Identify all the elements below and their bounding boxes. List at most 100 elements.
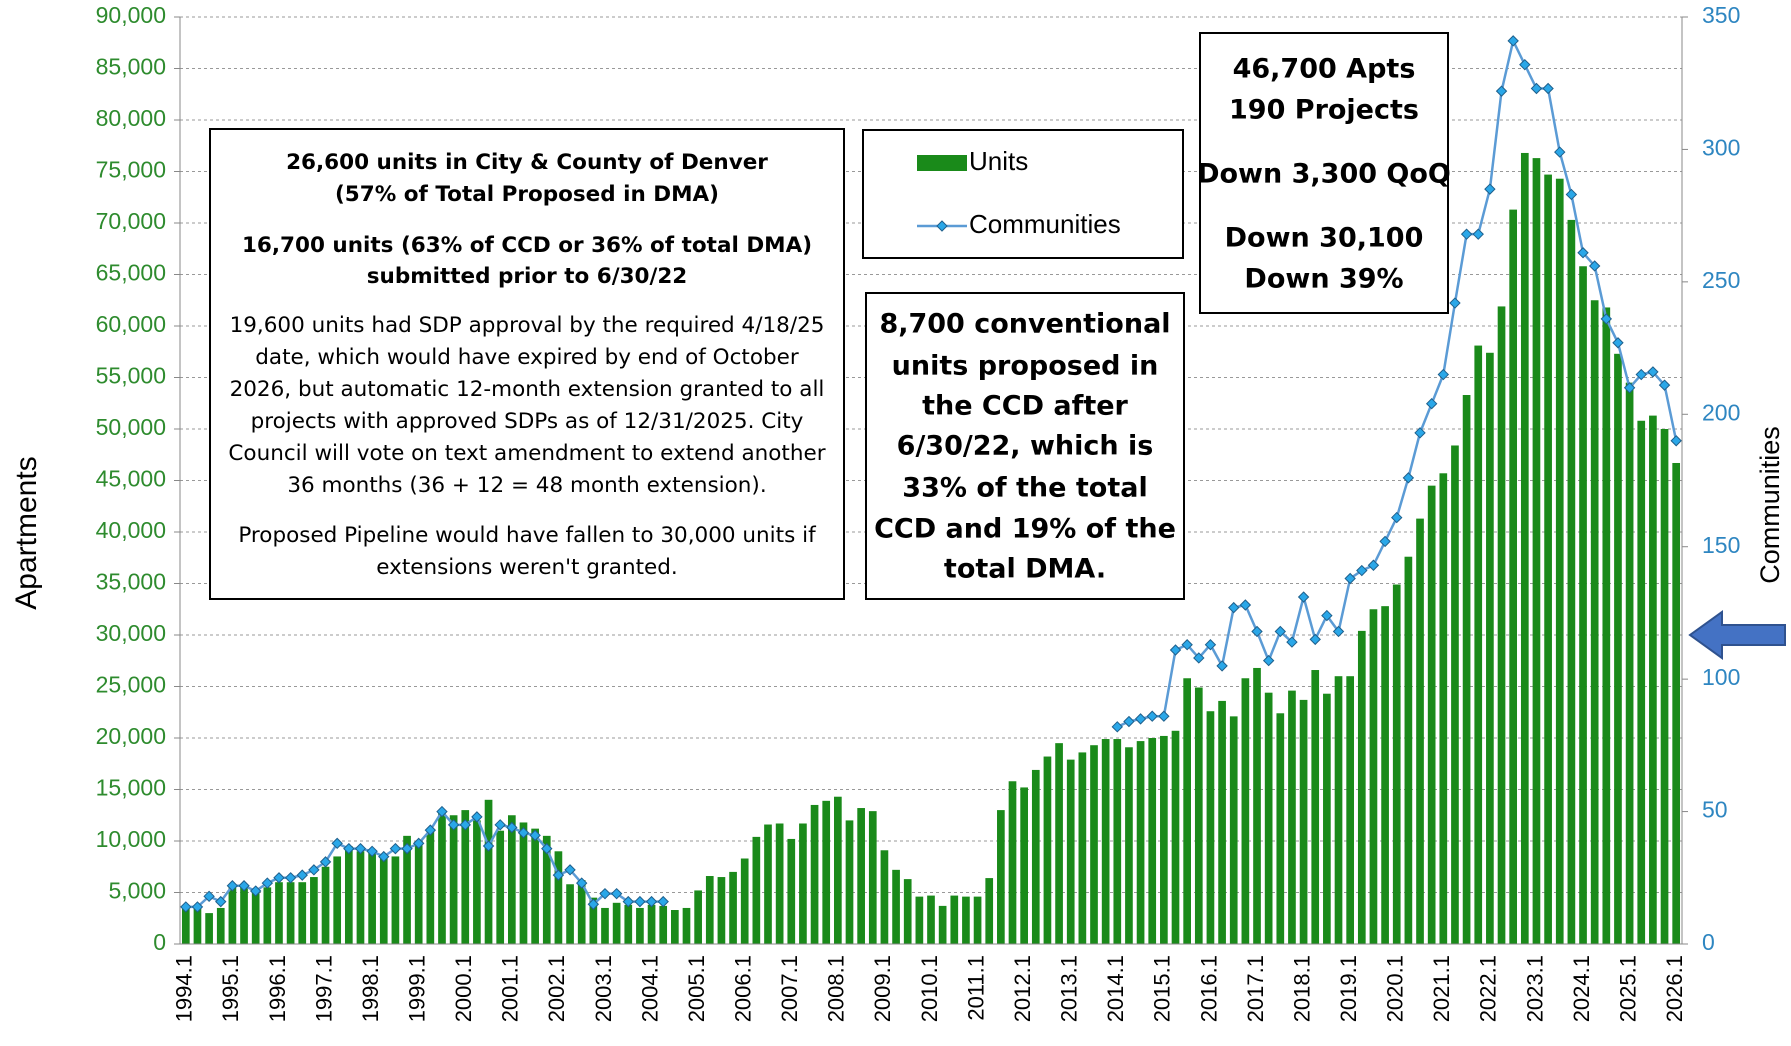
y-tick-label: 45,000 xyxy=(96,466,166,492)
bar xyxy=(414,841,423,944)
annotation-box xyxy=(209,128,845,600)
marker xyxy=(1286,636,1298,648)
x-tick-label: 2010.1 xyxy=(917,955,942,1022)
y-tick-label: 20,000 xyxy=(96,723,166,749)
bar xyxy=(496,830,505,944)
bar xyxy=(461,810,470,944)
y-tick-label: 40,000 xyxy=(96,517,166,543)
marker xyxy=(1460,228,1473,240)
x-tick-label: 2019.1 xyxy=(1336,955,1361,1022)
bar xyxy=(1637,420,1646,944)
bar xyxy=(403,835,411,944)
bar xyxy=(228,887,237,944)
marker xyxy=(1623,382,1636,394)
bar xyxy=(1451,445,1459,944)
bar xyxy=(915,896,924,944)
bar xyxy=(1160,735,1168,944)
annotation-text: 46,700 Apts xyxy=(1233,54,1416,85)
bar xyxy=(275,882,283,944)
annotation-text: 33% of the total xyxy=(902,473,1147,504)
marker xyxy=(308,864,320,876)
marker xyxy=(1577,247,1589,259)
x-tick-label: 2006.1 xyxy=(731,955,756,1022)
bar xyxy=(1590,300,1599,944)
bar xyxy=(810,804,819,944)
marker xyxy=(1367,559,1380,571)
x-tick-label: 2023.1 xyxy=(1522,955,1547,1022)
bar xyxy=(950,895,959,944)
annotation-text: 19,600 units had SDP approval by the req… xyxy=(230,313,825,338)
bar xyxy=(1497,306,1506,944)
bar xyxy=(962,896,970,944)
marker xyxy=(238,880,250,892)
bar xyxy=(1660,429,1669,944)
bar xyxy=(671,910,679,944)
x-tick-label: 1995.1 xyxy=(218,955,243,1022)
bar xyxy=(1299,699,1308,944)
bar xyxy=(1311,670,1320,944)
bar xyxy=(764,824,772,944)
bar xyxy=(1649,415,1657,944)
annotation-text: 26,600 units in City & County of Denver xyxy=(286,150,768,175)
marker xyxy=(1588,260,1601,272)
marker xyxy=(564,864,576,876)
marker xyxy=(1437,368,1450,381)
annotation-text: 8,700 conventional xyxy=(879,309,1170,340)
marker xyxy=(1228,601,1240,614)
bar xyxy=(1579,266,1587,944)
legend-swatch xyxy=(917,155,967,171)
x-tick-label: 2012.1 xyxy=(1010,955,1035,1022)
marker xyxy=(1600,313,1613,325)
marker xyxy=(1158,710,1170,722)
annotation-text: Council will vote on text amendment to e… xyxy=(228,441,825,466)
bar xyxy=(566,884,574,944)
x-tick-label: 2004.1 xyxy=(637,955,662,1022)
bar xyxy=(1055,743,1063,944)
marker xyxy=(645,895,658,908)
bar xyxy=(1369,609,1378,944)
marker xyxy=(575,877,588,889)
bar xyxy=(1381,606,1389,944)
marker xyxy=(482,840,495,852)
marker xyxy=(1425,397,1438,410)
bar xyxy=(799,823,807,944)
x-tick-label: 1996.1 xyxy=(265,955,290,1022)
marker xyxy=(1204,639,1217,651)
bar xyxy=(1416,518,1424,944)
bar xyxy=(286,882,295,944)
x-tick-label: 2013.1 xyxy=(1057,955,1082,1022)
marker xyxy=(1297,591,1310,603)
annotation-text: the CCD after xyxy=(922,391,1128,422)
bar xyxy=(694,890,702,944)
bar xyxy=(1066,759,1075,944)
bar xyxy=(1008,781,1017,944)
x-tick-label: 2001.1 xyxy=(498,955,523,1022)
marker xyxy=(261,877,274,889)
x-tick-label: 2025.1 xyxy=(1615,955,1640,1022)
x-tick-label: 2024.1 xyxy=(1569,955,1594,1022)
marker xyxy=(552,869,565,881)
bar xyxy=(379,856,388,944)
marker xyxy=(1344,572,1356,585)
bar xyxy=(1113,739,1122,944)
y-tick-label: 15,000 xyxy=(96,775,166,801)
bar xyxy=(426,830,435,944)
marker xyxy=(1251,625,1263,638)
bar xyxy=(822,800,831,944)
marker xyxy=(1612,337,1624,349)
bar xyxy=(1078,752,1087,944)
marker xyxy=(331,837,343,850)
bar xyxy=(1404,556,1413,944)
bar xyxy=(1101,739,1110,944)
bar xyxy=(1276,713,1285,944)
y-tick-label: 0 xyxy=(153,929,166,955)
bar xyxy=(1090,745,1098,944)
y2-tick-label: 200 xyxy=(1702,399,1740,425)
annotation-text: Down 39% xyxy=(1244,264,1403,295)
bar xyxy=(1229,716,1238,944)
x-tick-label: 2015.1 xyxy=(1150,955,1175,1022)
marker xyxy=(610,887,623,900)
marker xyxy=(1414,427,1426,439)
bar xyxy=(927,895,935,944)
